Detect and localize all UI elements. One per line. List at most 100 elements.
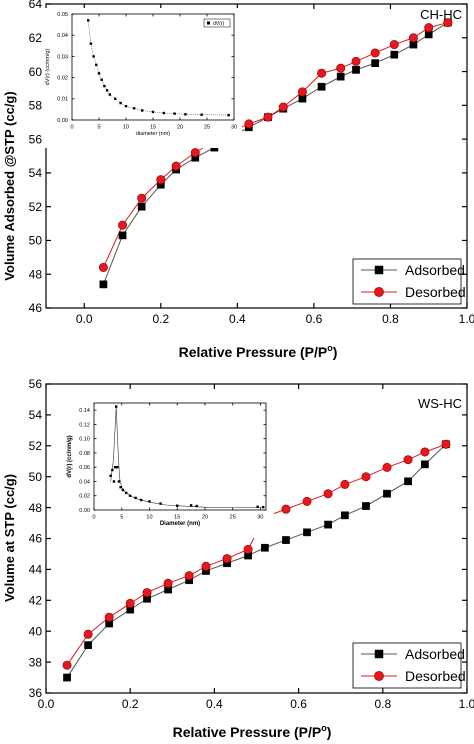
- inset-x-tick-label: 5: [120, 515, 123, 521]
- desorbed-point: [243, 544, 253, 554]
- x-tick-label: 0.4: [206, 697, 223, 711]
- inset-point: [124, 491, 128, 495]
- y-tick-label: 44: [29, 563, 43, 577]
- desorbed-point: [361, 472, 371, 482]
- inset-legend-marker: [207, 21, 210, 25]
- x-tick-label: 0.4: [229, 312, 246, 326]
- inset-point: [100, 78, 103, 81]
- legend: Adsorbed Desorbed: [352, 642, 466, 689]
- inset-x-tick-label: 0: [92, 515, 95, 521]
- inset-background: [42, 8, 242, 148]
- x-axis-label: Relative Pressure (P/Po): [173, 723, 332, 740]
- inset-point: [119, 101, 122, 105]
- desorbed-point: [424, 23, 434, 33]
- y-axis-label: Volume at STP (cc/g): [2, 474, 17, 602]
- desorbed-point: [118, 220, 128, 230]
- inset-point: [200, 113, 203, 116]
- adsorbed-point: [63, 673, 71, 682]
- inset-point: [151, 110, 155, 114]
- inset-legend-label: dV(r): [213, 21, 224, 27]
- y-tick-label: 62: [29, 31, 43, 45]
- desorbed-point: [137, 193, 147, 203]
- desorbed-point: [62, 660, 72, 670]
- x-tick-label: 0.6: [290, 697, 307, 711]
- adsorbed-point: [261, 543, 269, 552]
- adsorbed-point: [303, 528, 311, 537]
- desorbed-point: [336, 63, 346, 73]
- inset-point: [184, 113, 187, 116]
- inset-x-tick-label: 15: [150, 125, 156, 131]
- y-tick-label: 36: [29, 686, 43, 700]
- inset-point: [97, 72, 101, 75]
- legend-marker-desorbed: [374, 287, 384, 297]
- inset-y-tick-label: 0.02: [79, 494, 90, 500]
- inset-point: [92, 55, 95, 58]
- desorbed-point: [184, 571, 194, 581]
- inset-y-tick-label: 0.02: [57, 76, 68, 82]
- inset-point: [159, 502, 162, 505]
- panel-label: CH-HC: [420, 7, 462, 22]
- inset-y-tick-label: 0.06: [79, 465, 90, 471]
- desorbed-point: [323, 489, 333, 499]
- inset-point: [89, 42, 93, 45]
- x-tick-label: 0.8: [382, 312, 399, 326]
- x-tick-label: 0.0: [76, 312, 93, 326]
- adsorbed-point: [282, 536, 290, 544]
- desorbed-point: [281, 504, 291, 514]
- inset-x-tick-label: 5: [97, 125, 100, 131]
- inset-y-tick-label: 0.00: [79, 508, 90, 514]
- inset-x-tick-label: 30: [257, 515, 263, 521]
- y-tick-label: 46: [29, 301, 43, 315]
- desorbed-point: [370, 48, 380, 58]
- y-axis-label: Volume Adsorbed @STP (cc/g): [2, 91, 17, 280]
- inset-y-tick-label: 0.04: [57, 33, 68, 39]
- x-tick-label: 0.6: [306, 312, 323, 326]
- y-tick-label: 50: [29, 234, 43, 248]
- desorbed-point: [420, 447, 430, 457]
- inset-point: [141, 109, 144, 112]
- y-tick-label: 46: [29, 532, 43, 546]
- x-tick-label: 0.0: [38, 697, 55, 711]
- desorbed-point: [443, 18, 453, 28]
- adsorbed-point: [99, 280, 108, 289]
- inset-point: [116, 466, 119, 469]
- adsorbed-point: [383, 489, 391, 498]
- inset-point: [95, 63, 98, 67]
- inset-point: [112, 480, 116, 483]
- adsorbed-point: [352, 66, 360, 74]
- y-tick-label: 56: [29, 132, 43, 146]
- x-tick-label: 0.2: [122, 697, 139, 711]
- inset-point: [148, 500, 151, 503]
- y-tick-label: 52: [29, 439, 43, 453]
- y-tick-label: 38: [29, 655, 43, 669]
- inset-point: [139, 498, 143, 502]
- inset-y-tick-label: 0.03: [57, 54, 68, 60]
- chart-panel-ws-hc: Volume at STP (cc/g) Relative Pressure (…: [2, 377, 474, 740]
- inset-point: [121, 488, 125, 492]
- desorbed-point: [125, 598, 135, 608]
- desorbed-point: [98, 262, 108, 272]
- desorbed-point: [297, 87, 307, 97]
- y-tick-label: 56: [29, 377, 43, 391]
- adsorbed-point: [336, 72, 345, 81]
- y-tick-label: 54: [29, 166, 43, 180]
- legend-label-desorbed: Desorbed: [405, 284, 466, 300]
- inset-point: [195, 504, 198, 508]
- inset-legend-frame: [203, 18, 231, 28]
- x-axis-label: Relative Pressure (P/Po): [179, 343, 338, 360]
- inset-point: [119, 485, 122, 489]
- y-tick-label: 60: [29, 65, 43, 79]
- desorbed-point: [163, 578, 173, 588]
- legend-label-adsorbed: Adsorbed: [405, 646, 465, 662]
- x-tick-label: 1.0: [459, 312, 474, 326]
- inset-x-tick-label: 10: [123, 125, 129, 131]
- inset-x-tick-label: 30: [231, 125, 237, 131]
- desorbed-point: [302, 496, 312, 506]
- desorbed-point: [201, 561, 211, 571]
- x-tick-label: 0.8: [374, 697, 391, 711]
- inset-x-tick-label: 15: [174, 515, 180, 521]
- adsorbed-point: [404, 477, 412, 486]
- legend-frame: [352, 642, 462, 689]
- inset-point: [128, 494, 132, 497]
